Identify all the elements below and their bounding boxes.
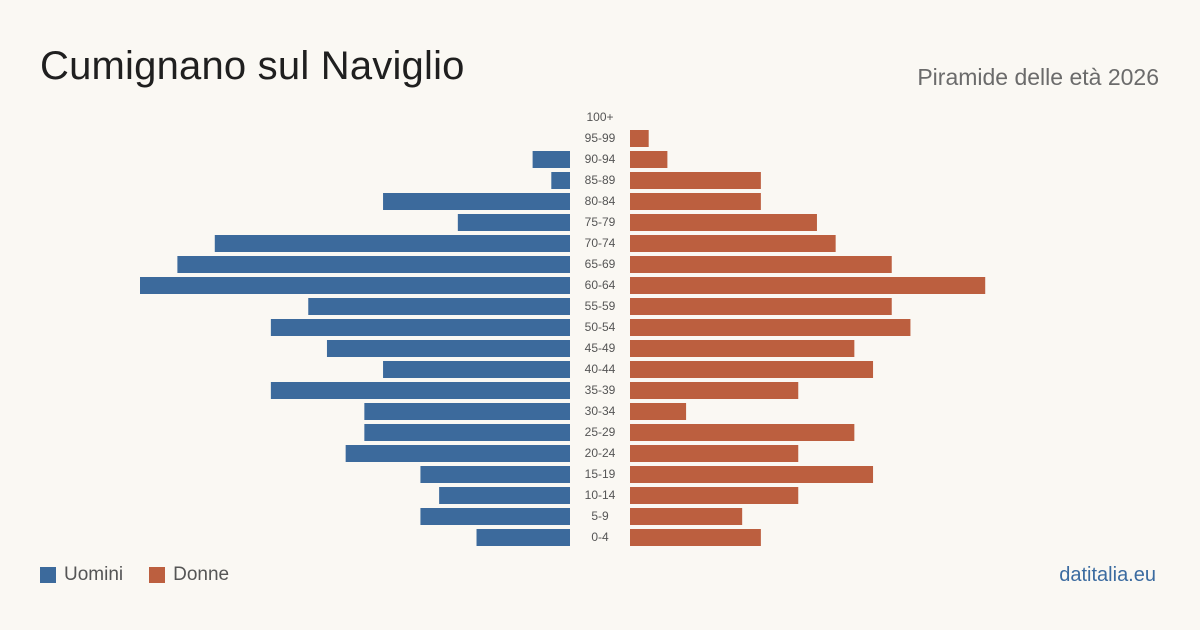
bar-women-5-9 bbox=[630, 508, 743, 525]
chart-subtitle: Piramide delle età 2026 bbox=[917, 64, 1159, 90]
bar-men-35-39 bbox=[270, 382, 570, 399]
bar-women-0-4 bbox=[630, 529, 761, 546]
age-label-55-59: 55-59 bbox=[585, 299, 616, 313]
bar-men-65-69 bbox=[177, 256, 571, 273]
bar-men-15-19 bbox=[420, 466, 570, 483]
bar-women-95-99 bbox=[630, 130, 649, 147]
bar-women-15-19 bbox=[630, 466, 874, 483]
legend-swatch-women bbox=[149, 567, 166, 583]
age-label-35-39: 35-39 bbox=[585, 383, 616, 397]
age-label-30-34: 30-34 bbox=[585, 404, 616, 418]
bar-women-55-59 bbox=[630, 298, 892, 315]
bar-women-45-49 bbox=[630, 340, 855, 357]
population-pyramid-chart: 100+ 95-99 90-94 85-89 80-84 75-79 70-74 65-69 6… bbox=[140, 110, 986, 546]
bar-women-50-54 bbox=[630, 319, 911, 336]
legend-item-men: Uomini bbox=[40, 564, 123, 586]
age-label-85-89: 85-89 bbox=[585, 173, 616, 187]
bar-women-35-39 bbox=[630, 382, 799, 399]
bar-women-80-84 bbox=[630, 193, 761, 210]
age-label-50-54: 50-54 bbox=[585, 320, 616, 334]
bar-women-85-89 bbox=[630, 172, 761, 189]
age-label-10-14: 10-14 bbox=[585, 488, 616, 502]
bar-women-60-64 bbox=[630, 277, 986, 294]
bar-women-90-94 bbox=[630, 151, 668, 168]
bar-men-85-89 bbox=[551, 172, 570, 189]
bar-men-80-84 bbox=[383, 193, 570, 210]
bar-women-20-24 bbox=[630, 445, 799, 462]
bar-women-70-74 bbox=[630, 235, 836, 252]
age-label-100plus: 100+ bbox=[586, 110, 613, 124]
source-link[interactable]: datitalia.eu bbox=[1059, 564, 1156, 586]
age-label-95-99: 95-99 bbox=[585, 131, 616, 145]
bar-men-70-74 bbox=[214, 235, 571, 252]
bar-women-40-44 bbox=[630, 361, 874, 378]
age-label-70-74: 70-74 bbox=[585, 236, 616, 250]
age-label-65-69: 65-69 bbox=[585, 257, 616, 271]
page-title: Cumignano sul Naviglio bbox=[40, 44, 465, 88]
bar-men-50-54 bbox=[270, 319, 570, 336]
age-label-25-29: 25-29 bbox=[585, 425, 616, 439]
age-label-60-64: 60-64 bbox=[585, 278, 616, 292]
legend-label-women: Donne bbox=[173, 564, 230, 585]
bar-men-20-24 bbox=[345, 445, 570, 462]
age-label-75-79: 75-79 bbox=[585, 215, 616, 229]
legend-swatch-men bbox=[40, 567, 56, 583]
age-label-90-94: 90-94 bbox=[585, 152, 616, 166]
bar-men-75-79 bbox=[457, 214, 570, 231]
bar-women-75-79 bbox=[630, 214, 817, 231]
bar-women-25-29 bbox=[630, 424, 855, 441]
age-label-40-44: 40-44 bbox=[585, 362, 616, 376]
bar-women-10-14 bbox=[630, 487, 799, 504]
legend-label-men: Uomini bbox=[64, 564, 124, 585]
bar-men-0-4 bbox=[476, 529, 570, 546]
age-label-15-19: 15-19 bbox=[585, 467, 616, 481]
age-label-45-49: 45-49 bbox=[585, 341, 616, 355]
age-label-5-9: 5-9 bbox=[591, 509, 609, 523]
age-label-0-4: 0-4 bbox=[591, 530, 609, 544]
bar-men-5-9 bbox=[420, 508, 570, 525]
legend: Uomini Donne bbox=[40, 564, 255, 586]
bar-men-25-29 bbox=[364, 424, 570, 441]
bar-men-90-94 bbox=[532, 151, 570, 168]
bar-men-60-64 bbox=[140, 277, 570, 294]
bar-women-30-34 bbox=[630, 403, 687, 420]
bar-men-55-59 bbox=[308, 298, 570, 315]
bar-women-65-69 bbox=[630, 256, 892, 273]
bar-men-40-44 bbox=[383, 361, 570, 378]
bar-men-30-34 bbox=[364, 403, 570, 420]
age-label-80-84: 80-84 bbox=[585, 194, 616, 208]
age-label-20-24: 20-24 bbox=[585, 446, 616, 460]
bar-men-10-14 bbox=[439, 487, 570, 504]
legend-item-women: Donne bbox=[149, 564, 229, 586]
bar-men-45-49 bbox=[326, 340, 570, 357]
